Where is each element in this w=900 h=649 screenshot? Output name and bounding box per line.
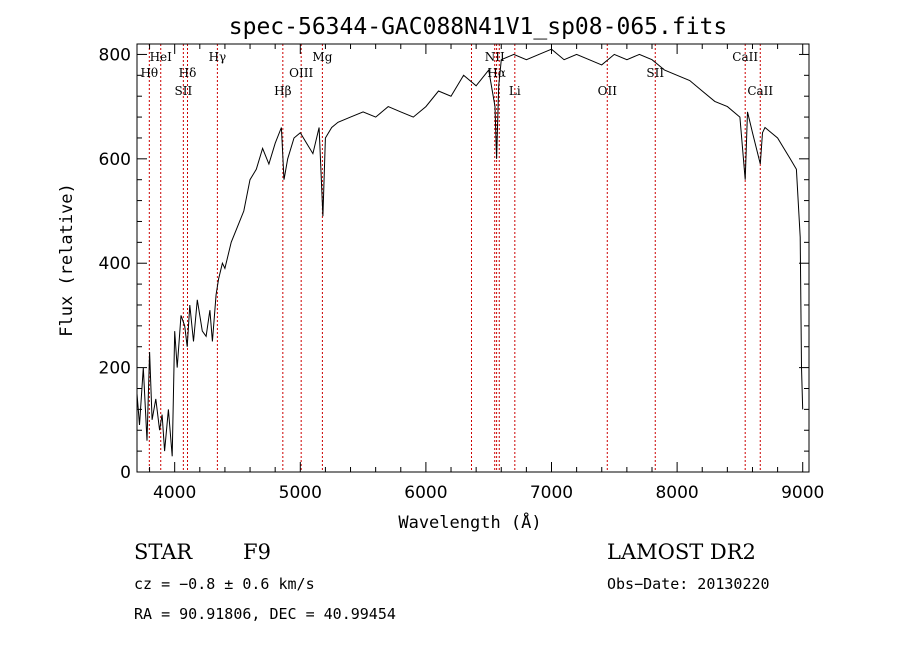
x-axis-label: Wavelength (Å) (398, 511, 541, 533)
marker-label: CaII (747, 84, 773, 98)
x-tick-label: 9000 (781, 483, 824, 503)
spectrum-series (136, 48, 804, 457)
y-tick-label: 200 (99, 359, 131, 379)
marker-label: Li (509, 84, 521, 98)
marker-label: OII (598, 84, 618, 98)
x-tick-label: 6000 (404, 483, 447, 503)
chart-title: spec-56344-GAC088N41V1_sp08-065.fits (229, 14, 728, 40)
redshift-cz: cz = −0.8 ± 0.6 km/s (134, 575, 315, 593)
x-tick-label: 7000 (530, 483, 573, 503)
y-tick-label: 800 (99, 45, 131, 65)
marker-label: SII (646, 66, 664, 80)
x-tick-label: 8000 (655, 483, 698, 503)
axes: 4000 5000 6000 7000 8000 9000 0 200 400 600 800 (99, 44, 824, 503)
marker-label: Hγ (209, 50, 227, 64)
marker-label: OIII (289, 66, 313, 80)
survey-name: LAMOST DR2 (607, 540, 756, 564)
spectrum-line (136, 48, 804, 457)
x-tick-label: 4000 (153, 483, 196, 503)
obs-date: Obs−Date: 20130220 (607, 575, 770, 593)
y-tick-label: 400 (99, 254, 131, 274)
object-class: STAR (134, 540, 193, 564)
object-subclass: F9 (243, 540, 271, 564)
y-tick-label: 0 (120, 463, 131, 483)
x-tick-label: 5000 (279, 483, 322, 503)
y-axis-label: Flux (relative) (57, 183, 77, 337)
plot-frame (136, 43, 810, 473)
marker-label: NII (485, 50, 505, 64)
marker-label: SII (174, 84, 192, 98)
marker-label: Hα (487, 66, 506, 80)
marker-label: Hθ (140, 66, 158, 80)
marker-label: HeI (150, 50, 173, 64)
ra-dec: RA = 90.91806, DEC = 40.99454 (134, 605, 396, 623)
marker-label: CaII (732, 50, 758, 64)
marker-label: Mg (312, 50, 332, 64)
y-tick-label: 600 (99, 150, 131, 170)
marker-label: Hβ (274, 84, 291, 98)
marker-label: Hδ (179, 66, 197, 80)
